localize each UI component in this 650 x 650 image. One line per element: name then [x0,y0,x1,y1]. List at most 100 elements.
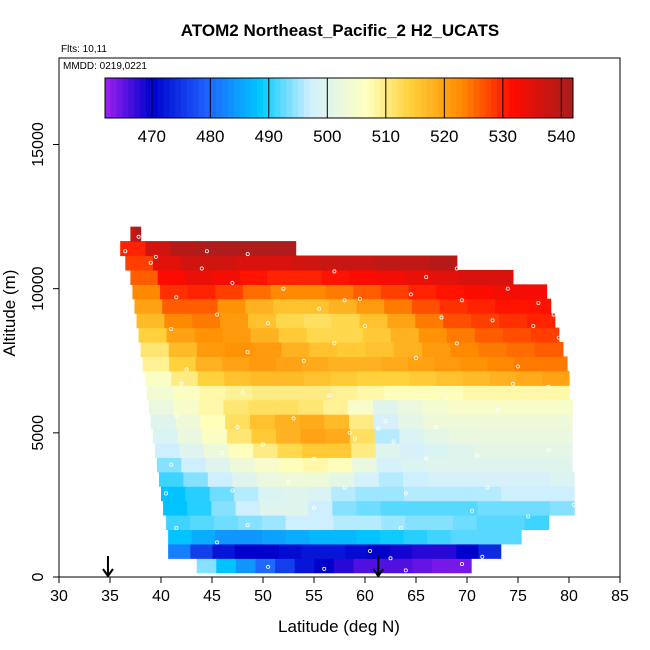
heatmap-cell [412,558,433,574]
heatmap-cell [356,298,385,314]
colorbar-swatch [526,78,533,118]
sample-point [332,269,337,274]
heatmap-cell [357,515,382,531]
heatmap-cell [372,399,399,415]
heatmap-cell [180,255,209,271]
colorbar-swatch [485,78,492,118]
heatmap-cell [383,370,411,386]
dates-note: MMDD: 0219,0221 [63,61,147,72]
heatmap-cell [337,342,367,358]
sample-point [245,523,250,528]
heatmap-cell [474,457,500,473]
heatmap-cell [187,500,212,516]
sample-point [516,364,521,369]
heatmap-cell [472,414,499,430]
heatmap-cell [179,442,205,458]
colorbar-swatch [333,78,340,118]
heatmap-cell [273,298,302,314]
heatmap-cell [547,457,573,473]
heatmap-cell [120,241,146,257]
sample-point [536,301,541,306]
sample-point [403,491,408,496]
heatmap-cell [158,471,184,487]
colorbar-swatch [555,78,562,118]
heatmap-cell [301,356,329,372]
x-tick-label: 85 [611,588,629,605]
colorbar-swatch [309,78,316,118]
heatmap-cell [328,356,356,372]
heatmap-cell [256,543,280,559]
sample-point [136,234,141,239]
heatmap-cell [196,558,217,574]
heatmap-cell [547,399,573,415]
heatmap-cell [253,442,279,458]
colorbar-swatch [496,78,504,118]
flights-note: Flts: 10,11 [61,44,107,55]
heatmap-cell [424,428,450,444]
heatmap-cell [267,269,295,285]
colorbar-swatch [438,78,445,118]
heatmap-cell [497,529,522,545]
heatmap-cell [189,298,219,314]
heatmap-cell [473,428,499,444]
colorbar-swatch [432,78,439,118]
colorbar-tick-label: 500 [313,127,341,146]
sample-point [174,295,179,300]
heatmap-cell [497,414,524,430]
heatmap-cell [154,442,181,458]
heatmap-cell [434,543,457,559]
sample-point [505,286,510,291]
colorbar-swatch [502,78,510,118]
heatmap-cell [353,284,382,300]
heatmap-cell [515,370,544,386]
sample-point [362,324,367,329]
heatmap-cell [235,558,257,574]
colorbar-swatch [467,78,474,118]
heatmap-cell [270,241,297,257]
heatmap-cell [195,241,222,257]
heatmap-cell [354,356,382,372]
x-tick-label: 35 [101,588,119,605]
heatmap-cell [278,543,302,559]
heatmap-cell [498,442,524,458]
colorbar-swatch [391,78,398,118]
heatmap-cell [130,269,159,285]
heatmap-cell [213,515,239,531]
heatmap-cell [163,500,188,516]
heatmap-cell [254,457,280,473]
sample-point [495,407,500,412]
heatmap-cell [352,457,378,473]
sample-point [245,252,250,257]
colorbar-swatch [379,78,387,118]
heatmap-cell [305,385,333,401]
heatmap-cell [249,414,276,430]
heatmap-cell [460,356,488,372]
colorbar-swatch [561,78,568,118]
sample-point [327,393,332,398]
sample-point [368,549,373,554]
heatmap-cell [202,428,228,444]
heatmap-cell [134,298,163,314]
heatmap-cell [225,385,253,401]
heatmap-cell [523,457,549,473]
heatmap-cell [452,515,478,531]
sample-point [352,436,357,441]
heatmap-cell [248,313,277,329]
heatmap-cell [220,313,249,329]
sample-point [480,554,485,559]
colorbar-swatch [175,78,182,118]
heatmap-cell [237,515,263,531]
heatmap-cell [228,442,254,458]
sample-point [184,367,189,372]
heatmap-cell [473,442,500,458]
heatmap-cell [446,327,476,343]
heatmap-cell [489,385,517,401]
heatmap-cell [140,342,170,358]
heatmap-cell [173,385,201,401]
heatmap-cell [525,500,551,516]
colorbar-swatches [105,78,574,118]
heatmap-cells [120,226,575,574]
heatmap-cell [345,543,369,559]
colorbar-frame [104,77,574,119]
colorbar-swatch [140,78,147,118]
